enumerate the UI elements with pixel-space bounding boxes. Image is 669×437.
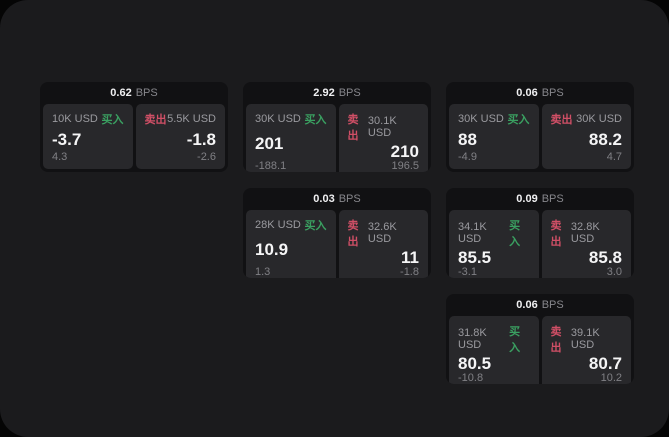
buy-delta: -188.1: [255, 160, 287, 172]
sell-delta: 3.0: [606, 266, 622, 278]
buy-size: 31.8K USD: [458, 327, 487, 351]
sell-price: 85.8: [588, 248, 622, 267]
spread-value: 0.03: [313, 193, 335, 205]
sell-delta: -2.6: [197, 151, 216, 163]
spread-unit-label: BPS: [338, 193, 361, 205]
buy-quote-cell[interactable]: 28K USD 买入 10.9 1.3: [246, 210, 336, 278]
quote-body: 28K USD 买入 10.9 1.3 卖出 32.6K USD 11 -1.8: [243, 210, 431, 278]
buy-price: 80.5: [458, 354, 492, 373]
spread-unit-label: BPS: [541, 87, 564, 99]
sell-size: 30.1K USD: [367, 115, 397, 139]
spread-header: 2.92 BPS: [243, 82, 431, 104]
spread-unit-label: BPS: [541, 299, 564, 311]
buy-quote-cell[interactable]: 30K USD 买入 201 -188.1: [246, 104, 336, 172]
buy-delta: 1.3: [255, 266, 271, 278]
sell-delta: 4.7: [606, 151, 622, 163]
sell-size: 5.5K USD: [167, 113, 216, 125]
sell-quote-cell[interactable]: 卖出 30.1K USD 210 196.5: [338, 104, 428, 172]
spread-value: 0.09: [516, 193, 538, 205]
spread-unit-label: BPS: [135, 87, 158, 99]
buy-delta: -3.1: [458, 266, 477, 278]
sell-side-label: 卖出: [347, 220, 359, 248]
buy-quote-cell[interactable]: 30K USD 买入 88 -4.9: [449, 104, 539, 169]
buy-side-label: 买入: [304, 114, 327, 126]
sell-side-label: 卖出: [550, 114, 573, 126]
spread-header: 0.62 BPS: [40, 82, 228, 104]
sell-quote-cell[interactable]: 卖出 32.8K USD 85.8 3.0: [541, 210, 631, 278]
spread-header: 0.06 BPS: [446, 82, 634, 104]
buy-price: -3.7: [52, 129, 82, 149]
sell-price: 11: [401, 248, 419, 267]
sell-size: 30K USD: [576, 113, 622, 125]
quote-body: 30K USD 买入 201 -188.1 卖出 30.1K USD 210 1…: [243, 104, 431, 172]
quote-card: 0.62 BPS 10K USD 买入 -3.7 4.3 卖出 5.5K USD: [40, 82, 228, 172]
spread-header: 0.03 BPS: [243, 188, 431, 210]
buy-size: 10K USD: [52, 113, 98, 125]
spread-header: 0.06 BPS: [446, 294, 634, 316]
buy-side-label: 买入: [304, 220, 327, 232]
buy-size: 30K USD: [458, 113, 504, 125]
quote-cards-grid: 0.62 BPS 10K USD 买入 -3.7 4.3 卖出 5.5K USD: [40, 82, 634, 384]
sell-quote-cell[interactable]: 卖出 39.1K USD 80.7 10.2: [541, 316, 631, 384]
buy-quote-cell[interactable]: 31.8K USD 买入 80.5 -10.8: [449, 316, 539, 384]
buy-quote-cell[interactable]: 34.1K USD 买入 85.5 -3.1: [449, 210, 539, 278]
buy-quote-cell[interactable]: 10K USD 买入 -3.7 4.3: [43, 104, 133, 169]
buy-side-label: 买入: [509, 220, 521, 248]
sell-side-label: 卖出: [347, 114, 359, 142]
buy-side-label: 买入: [507, 114, 530, 126]
spread-header: 0.09 BPS: [446, 188, 634, 210]
sell-side-label: 卖出: [144, 114, 167, 126]
quote-body: 10K USD 买入 -3.7 4.3 卖出 5.5K USD -1.8 -2.…: [40, 104, 228, 172]
buy-price: 85.5: [458, 248, 492, 267]
spread-value: 0.62: [110, 87, 132, 99]
spread-value: 0.06: [516, 87, 538, 99]
quote-body: 30K USD 买入 88 -4.9 卖出 30K USD 88.2 4.7: [446, 104, 634, 172]
buy-price: 88: [458, 129, 477, 149]
sell-delta: -1.8: [400, 266, 419, 278]
sell-side-label: 卖出: [550, 326, 562, 354]
spread-unit-label: BPS: [338, 87, 361, 99]
spread-unit-label: BPS: [541, 193, 564, 205]
quote-card: 0.06 BPS 30K USD 买入 88 -4.9 卖出 30K USD: [446, 82, 634, 172]
sell-price: 80.7: [588, 354, 622, 373]
buy-side-label: 买入: [101, 114, 124, 126]
buy-price: 201: [255, 134, 284, 153]
sell-price: -1.8: [186, 129, 216, 149]
buy-size: 34.1K USD: [458, 221, 487, 245]
buy-price: 10.9: [255, 240, 289, 259]
buy-delta: -10.8: [458, 372, 484, 384]
quote-card: 0.09 BPS 34.1K USD 买入 85.5 -3.1 卖出 32.8K…: [446, 188, 634, 278]
sell-price: 210: [390, 142, 419, 161]
quote-body: 34.1K USD 买入 85.5 -3.1 卖出 32.8K USD 85.8…: [446, 210, 634, 278]
spread-value: 0.06: [516, 299, 538, 311]
sell-price: 88.2: [588, 129, 622, 149]
buy-size: 30K USD: [255, 113, 301, 125]
sell-quote-cell[interactable]: 卖出 5.5K USD -1.8 -2.6: [135, 104, 225, 169]
sell-quote-cell[interactable]: 卖出 32.6K USD 11 -1.8: [338, 210, 428, 278]
sell-size: 39.1K USD: [570, 327, 600, 351]
quote-card: 2.92 BPS 30K USD 买入 201 -188.1 卖出 30.1K …: [243, 82, 431, 172]
sell-quote-cell[interactable]: 卖出 30K USD 88.2 4.7: [541, 104, 631, 169]
buy-size: 28K USD: [255, 219, 301, 231]
buy-delta: 4.3: [52, 151, 68, 163]
sell-side-label: 卖出: [550, 220, 562, 248]
sell-delta: 196.5: [391, 160, 419, 172]
buy-side-label: 买入: [509, 326, 521, 354]
sell-size: 32.8K USD: [570, 221, 600, 245]
quote-card: 0.03 BPS 28K USD 买入 10.9 1.3 卖出 32.6K US…: [243, 188, 431, 278]
sell-size: 32.6K USD: [367, 221, 397, 245]
buy-delta: -4.9: [458, 151, 477, 163]
spread-value: 2.92: [313, 87, 335, 99]
sell-delta: 10.2: [600, 372, 622, 384]
quote-card: 0.06 BPS 31.8K USD 买入 80.5 -10.8 卖出 39.1…: [446, 294, 634, 384]
quote-body: 31.8K USD 买入 80.5 -10.8 卖出 39.1K USD 80.…: [446, 316, 634, 384]
